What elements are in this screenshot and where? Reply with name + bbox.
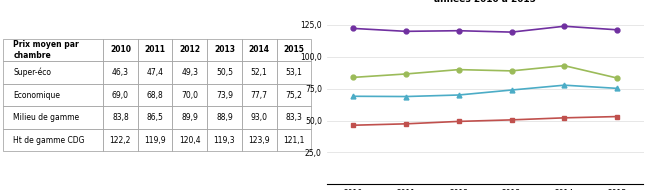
Title: Evolution du prix moyen  par chambre
années 2010 à 2015: Evolution du prix moyen par chambre anné… [388, 0, 582, 4]
